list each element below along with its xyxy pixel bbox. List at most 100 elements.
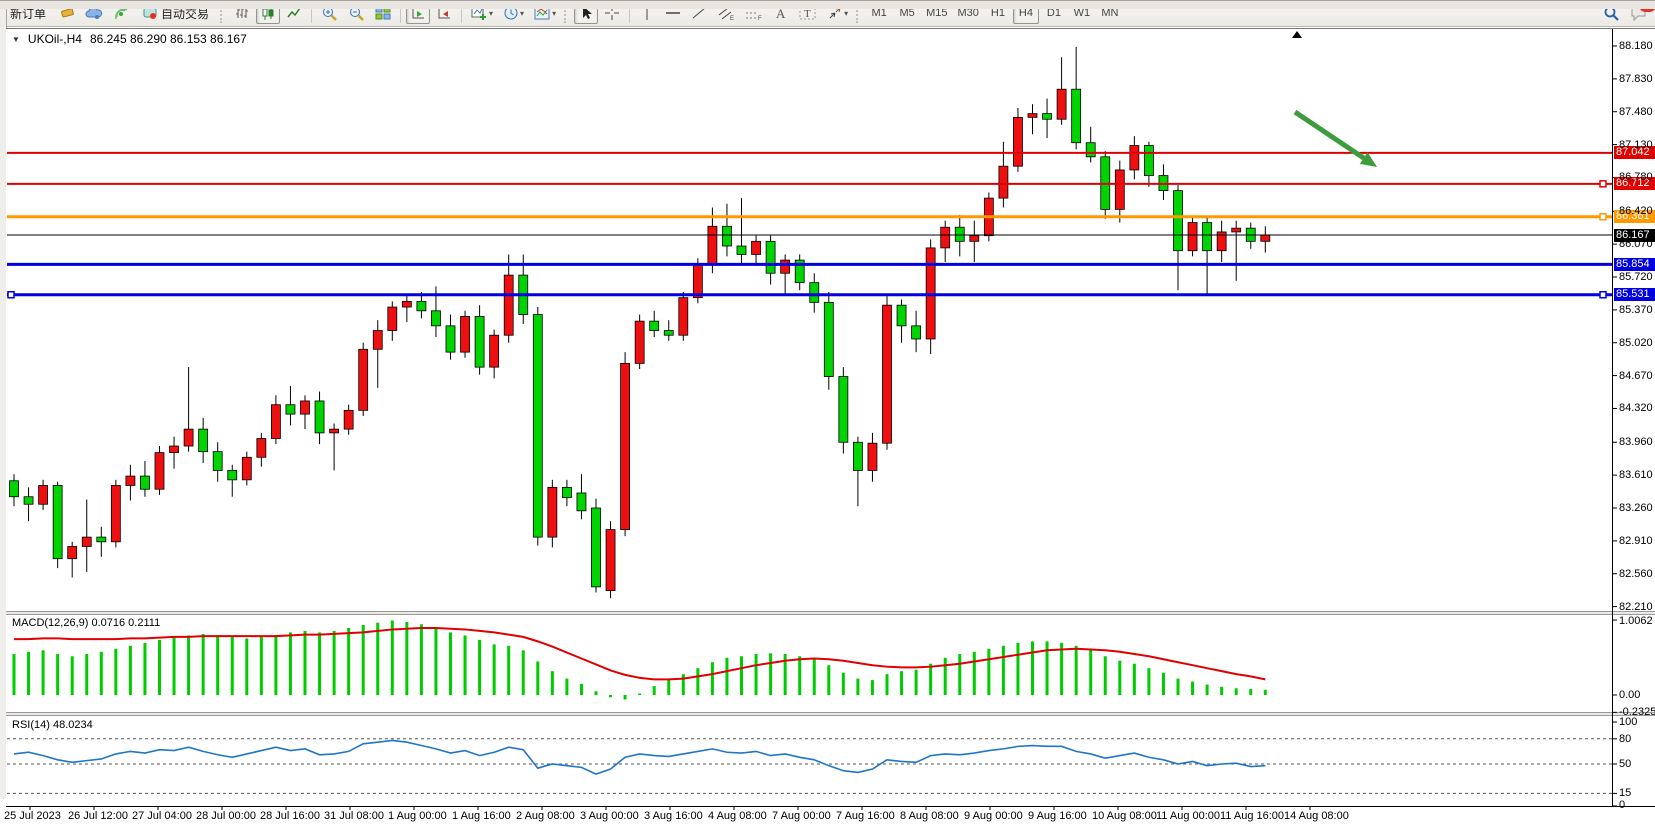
- time-axis-label: 31 Jul 08:00: [324, 810, 384, 822]
- candle-body: [547, 486, 558, 538]
- market-icon[interactable]: [55, 2, 79, 24]
- rsi-axis-label: 0: [1619, 799, 1626, 811]
- candle-body: [372, 330, 383, 350]
- candle-body: [329, 428, 340, 434]
- symbol-timeframe: UKOil-,H4: [27, 32, 82, 46]
- candle-body: [1260, 234, 1271, 242]
- price-line-label: 85.531: [1614, 288, 1655, 302]
- chevron-down-icon: ▾: [520, 8, 525, 18]
- zoom-out-icon[interactable]: [344, 2, 369, 24]
- candle-body: [1071, 88, 1082, 144]
- trend-arrow-annotation[interactable]: [1293, 109, 1366, 161]
- horizontal-line-icon[interactable]: [661, 2, 685, 24]
- rsi-indicator-label: RSI(14) 48.0234: [12, 719, 93, 731]
- candle-body: [678, 297, 689, 336]
- candle-body: [838, 376, 849, 443]
- line-chart-icon[interactable]: [282, 2, 306, 24]
- candle-body: [300, 400, 310, 415]
- candle-body: [1216, 231, 1227, 252]
- candle-body: [416, 301, 427, 312]
- equidistant-channel-icon[interactable]: E: [713, 2, 739, 24]
- price-tick-label: 82.910: [1619, 534, 1653, 547]
- price-tick-label: 84.320: [1619, 402, 1653, 415]
- candle-body: [620, 362, 630, 530]
- rsi-axis-label: 50: [1619, 758, 1632, 770]
- timeframe-button-mn[interactable]: MN: [1097, 2, 1123, 24]
- candle-body: [460, 316, 470, 353]
- candle-body: [183, 428, 194, 447]
- candle-body: [1042, 113, 1052, 120]
- candle-body: [270, 404, 281, 439]
- pane-splitter[interactable]: [6, 611, 1655, 615]
- timeframe-button-m30[interactable]: M30: [954, 2, 983, 24]
- candle-body: [794, 259, 805, 284]
- trend-arrow-head[interactable]: [1359, 152, 1377, 167]
- candle-body: [591, 507, 601, 588]
- line-handle[interactable]: [7, 290, 15, 299]
- timeframe-button-m5[interactable]: M5: [894, 2, 920, 24]
- timeframe-button-w1[interactable]: W1: [1069, 2, 1095, 24]
- text-label-icon[interactable]: T: [795, 2, 821, 24]
- svg-text:F: F: [758, 16, 762, 21]
- candle-body: [431, 310, 441, 327]
- new-chart-button[interactable]: ▾: [467, 2, 497, 24]
- periodicity-button[interactable]: ▾: [499, 2, 528, 24]
- time-axis-label: 7 Aug 00:00: [772, 810, 831, 822]
- pane-splitter[interactable]: [6, 712, 1655, 716]
- text-icon[interactable]: A: [769, 2, 793, 24]
- price-tick-label: 87.130: [1619, 138, 1653, 151]
- price-tick-label: 85.370: [1619, 303, 1653, 316]
- candle-body: [954, 226, 965, 242]
- one-click-trading-collapse-icon[interactable]: ▼: [12, 34, 20, 44]
- timeframe-button-m15[interactable]: M15: [922, 2, 951, 24]
- candle-body: [387, 306, 398, 331]
- bar-chart-icon[interactable]: [230, 2, 254, 24]
- candle-body: [1114, 169, 1125, 210]
- chart-shift-icon[interactable]: [432, 2, 456, 24]
- tile-windows-icon[interactable]: [371, 2, 395, 24]
- price-tick-label: 87.830: [1619, 72, 1653, 85]
- candle-body: [169, 445, 179, 453]
- macd-axis-label: -0.2325: [1619, 706, 1655, 718]
- candle-body: [1173, 190, 1183, 252]
- signals-icon[interactable]: [109, 2, 133, 24]
- candle-body: [562, 486, 572, 499]
- autotrade-button[interactable]: 自动交易: [135, 2, 216, 24]
- ohlc-readout: 86.245 86.290 86.153 86.167: [89, 32, 247, 46]
- chevron-down-icon: ▾: [552, 8, 557, 18]
- time-axis-label: 8 Aug 08:00: [900, 810, 959, 822]
- line-handle[interactable]: [1599, 180, 1607, 188]
- macd-indicator-label: MACD(12,26,9) 0.0716 0.2111: [12, 617, 161, 629]
- new-order-button[interactable]: 新订单: [3, 2, 53, 24]
- price-tick-label: 85.020: [1619, 336, 1653, 349]
- candle-body: [125, 475, 136, 486]
- trendline-icon[interactable]: [687, 2, 711, 24]
- candle-body: [751, 240, 761, 255]
- window-border-bottom: [0, 0, 1655, 9]
- price-line-label: 86.712: [1614, 177, 1655, 191]
- candle-body: [1231, 227, 1242, 233]
- time-axis-label: 10 Aug 08:00: [1092, 810, 1157, 822]
- line-handle[interactable]: [1599, 290, 1607, 299]
- timeframe-button-d1[interactable]: D1: [1041, 2, 1067, 24]
- candle-body: [867, 442, 878, 471]
- autotrade-label: 自动交易: [161, 6, 210, 21]
- candle-body: [823, 301, 834, 377]
- timeframe-button-h1[interactable]: H1: [985, 2, 1011, 24]
- candle-body: [198, 428, 209, 453]
- zoom-in-icon[interactable]: [317, 2, 342, 24]
- time-axis-label: 28 Jul 00:00: [196, 810, 256, 822]
- price-tick-label: 83.610: [1619, 469, 1653, 482]
- price-tick-label: 85.720: [1619, 271, 1653, 283]
- price-tick-label: 82.210: [1619, 600, 1653, 613]
- candle-body: [314, 400, 325, 434]
- chart-shift-marker[interactable]: [1292, 31, 1302, 38]
- candle-body: [38, 485, 48, 505]
- candle-body: [67, 546, 78, 560]
- candle-body: [227, 470, 238, 481]
- timeframe-button-m1[interactable]: M1: [866, 2, 892, 24]
- line-handle[interactable]: [1599, 213, 1607, 221]
- candle-body: [663, 330, 674, 336]
